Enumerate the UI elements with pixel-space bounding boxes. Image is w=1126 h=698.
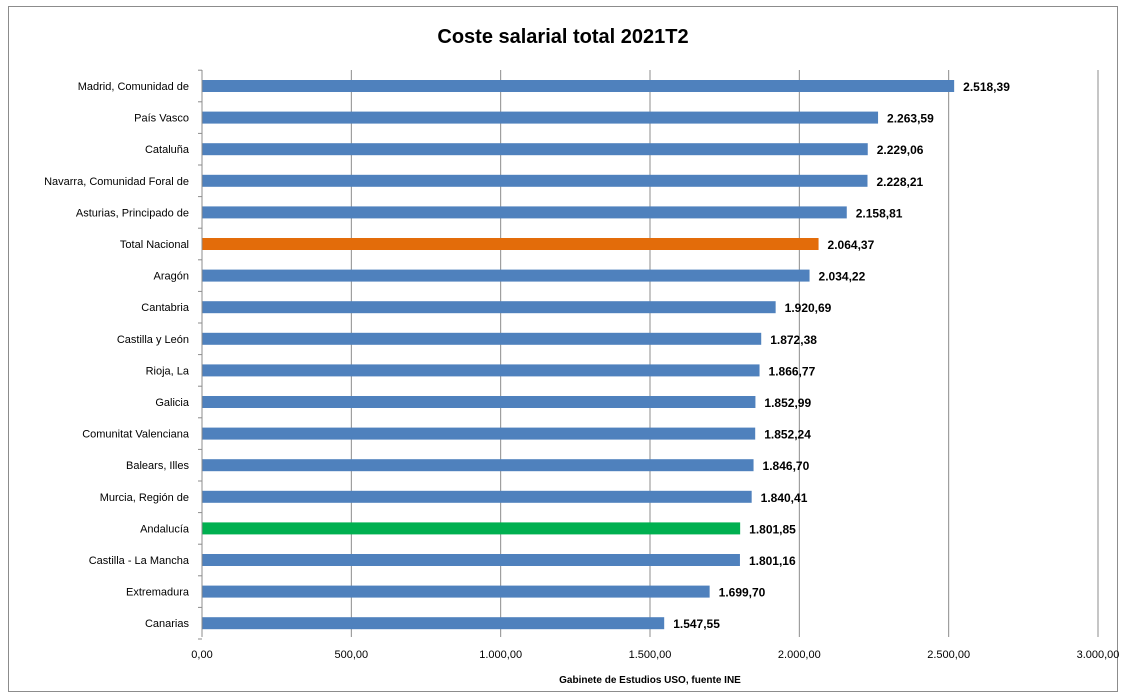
bar xyxy=(202,174,868,187)
x-tick-label: 500,00 xyxy=(335,649,369,661)
data-label: 1.866,77 xyxy=(769,364,816,378)
bar xyxy=(202,269,810,282)
x-tick-label: 2.000,00 xyxy=(778,649,821,661)
category-label: Canarias xyxy=(145,618,190,630)
bar xyxy=(202,80,955,92)
bar xyxy=(202,143,868,156)
category-label: Madrid, Comunidad de xyxy=(78,81,189,93)
category-label: Extremadura xyxy=(126,587,190,599)
data-label: 2.064,37 xyxy=(828,238,875,252)
bar xyxy=(202,427,756,440)
x-tick-label: 1.000,00 xyxy=(479,649,522,661)
category-label: Balears, Illes xyxy=(126,460,189,472)
bar xyxy=(202,332,762,345)
data-label: 1.852,24 xyxy=(764,428,811,442)
x-tick-label: 2.500,00 xyxy=(927,649,970,661)
data-label: 1.920,69 xyxy=(785,301,832,315)
bar xyxy=(202,111,879,124)
data-label: 1.801,16 xyxy=(749,554,796,568)
category-label: Castilla y León xyxy=(117,334,189,346)
category-label: Aragón xyxy=(154,271,189,283)
data-label: 2.228,21 xyxy=(876,175,923,189)
data-label: 2.034,22 xyxy=(819,270,866,284)
category-label: Murcia, Región de xyxy=(100,492,189,504)
bar xyxy=(202,238,819,250)
data-label: 1.801,85 xyxy=(749,522,796,536)
bar xyxy=(202,522,741,535)
bar xyxy=(202,617,665,630)
data-label: 1.872,38 xyxy=(770,333,817,347)
data-label: 1.840,41 xyxy=(761,491,808,505)
category-label: Navarra, Comunidad Foral de xyxy=(44,176,189,188)
category-label: Rioja, La xyxy=(146,365,190,377)
x-tick-label: 1.500,00 xyxy=(629,649,672,661)
bar xyxy=(202,585,710,598)
data-label: 2.518,39 xyxy=(963,80,1010,94)
category-label: Galicia xyxy=(155,397,190,409)
data-label: 1.846,70 xyxy=(763,459,810,473)
bar xyxy=(202,206,847,219)
category-label: Asturias, Principado de xyxy=(76,207,189,219)
data-label: 1.852,99 xyxy=(764,396,811,410)
data-label: 2.263,59 xyxy=(887,112,934,126)
category-label: Cantabria xyxy=(141,302,190,314)
bar xyxy=(202,459,754,472)
category-label: Cataluña xyxy=(145,144,190,156)
bar xyxy=(202,554,740,566)
data-label: 1.699,70 xyxy=(719,586,766,600)
x-axis-label: Gabinete de Estudios USO, fuente INE xyxy=(559,675,741,686)
category-label: País Vasco xyxy=(134,113,189,125)
bar xyxy=(202,490,752,503)
category-label: Total Nacional xyxy=(120,239,189,251)
bar xyxy=(202,301,776,314)
bar xyxy=(202,396,756,408)
chart-title: Coste salarial total 2021T2 xyxy=(437,26,689,48)
category-label: Andalucía xyxy=(140,523,190,535)
category-label: Comunitat Valenciana xyxy=(82,429,190,441)
x-tick-label: 3.000,00 xyxy=(1077,649,1120,661)
category-label: Castilla - La Mancha xyxy=(89,555,190,567)
data-label: 2.158,81 xyxy=(856,206,903,220)
x-tick-label: 0,00 xyxy=(191,649,212,661)
bar xyxy=(202,364,760,377)
data-label: 1.547,55 xyxy=(673,617,720,631)
data-label: 2.229,06 xyxy=(877,143,924,157)
